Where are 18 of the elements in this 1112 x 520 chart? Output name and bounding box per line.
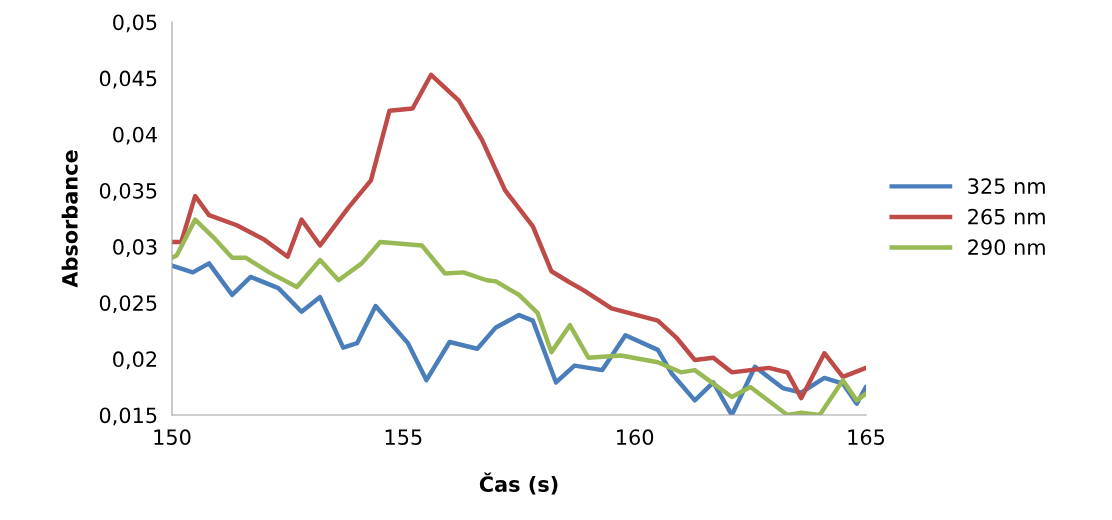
y-tick-label: 0,05 (113, 14, 157, 33)
x-tick-label: 150 (154, 429, 191, 446)
y-tick-label: 0,035 (99, 182, 157, 201)
x-axis-title: Čas (s) (479, 472, 558, 495)
legend-label: 290 nm (968, 239, 1045, 256)
legend-label: 265 nm (968, 208, 1045, 225)
x-tick-label: 160 (617, 429, 654, 446)
y-tick-label: 0,03 (113, 239, 157, 257)
y-tick-label: 0,025 (99, 295, 157, 314)
legend-label: 325 nm (968, 178, 1045, 194)
y-tick-label: 0,015 (99, 407, 157, 426)
y-axis-title: Absorbance (61, 150, 78, 288)
x-tick-label: 165 (848, 429, 885, 446)
y-tick-label: 0,04 (113, 126, 157, 145)
y-tick-label: 0,045 (99, 70, 157, 89)
y-tick-label: 0,02 (113, 351, 157, 370)
x-tick-label: 155 (385, 429, 422, 446)
line-series (172, 72, 866, 401)
